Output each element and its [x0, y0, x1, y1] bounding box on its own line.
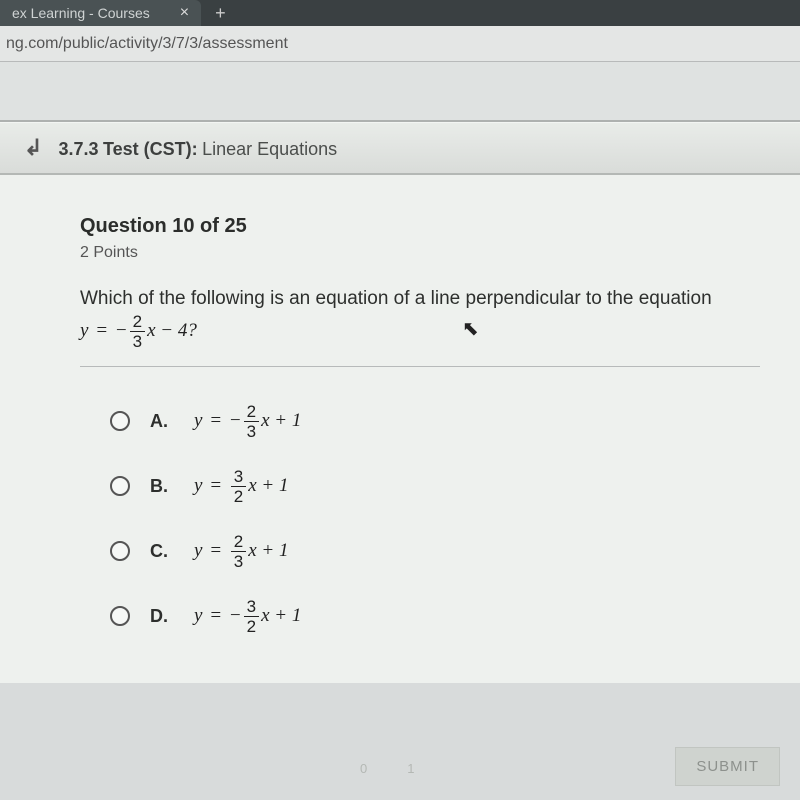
- option-letter: D.: [150, 606, 174, 627]
- browser-tab-bar: ex Learning - Courses × +: [0, 0, 800, 26]
- test-type: Test (CST):: [103, 139, 198, 159]
- option-equation: y = − 23 x + 1: [194, 403, 301, 440]
- question-number: Question 10 of 25: [80, 215, 760, 238]
- test-number: 3.7.3: [58, 139, 98, 159]
- test-topic: Linear Equations: [202, 139, 337, 159]
- radio-d[interactable]: [110, 606, 130, 626]
- option-letter: C.: [150, 541, 174, 562]
- option-letter: B.: [150, 476, 174, 497]
- tab-title: ex Learning - Courses: [12, 5, 150, 21]
- option-a[interactable]: A. y = − 23 x + 1: [110, 403, 760, 440]
- answer-options: A. y = − 23 x + 1 B. y = 32 x + 1 C. y =: [80, 403, 760, 635]
- browser-tab[interactable]: ex Learning - Courses ×: [0, 0, 201, 26]
- back-arrow-icon[interactable]: ↳: [24, 135, 42, 161]
- option-equation: y = 23 x + 1: [194, 533, 289, 570]
- option-d[interactable]: D. y = − 32 x + 1: [110, 598, 760, 635]
- option-b[interactable]: B. y = 32 x + 1: [110, 468, 760, 505]
- url-bar[interactable]: ng.com/public/activity/3/7/3/assessment: [0, 26, 800, 62]
- radio-c[interactable]: [110, 541, 130, 561]
- divider: [80, 366, 760, 367]
- url-text: ng.com/public/activity/3/7/3/assessment: [6, 35, 288, 53]
- radio-b[interactable]: [110, 476, 130, 496]
- option-equation: y = − 32 x + 1: [194, 598, 301, 635]
- test-header: ↳ 3.7.3 Test (CST): Linear Equations: [0, 122, 800, 175]
- prompt-text: Which of the following is an equation of…: [80, 286, 760, 313]
- option-letter: A.: [150, 411, 174, 432]
- radio-a[interactable]: [110, 411, 130, 431]
- option-c[interactable]: C. y = 23 x + 1: [110, 533, 760, 570]
- question-panel: Question 10 of 25 2 Points Which of the …: [0, 175, 800, 683]
- page-indicator: 01: [360, 761, 454, 776]
- question-points: 2 Points: [80, 244, 760, 262]
- toolbar-spacer: [0, 62, 800, 122]
- option-equation: y = 32 x + 1: [194, 468, 289, 505]
- question-prompt: Which of the following is an equation of…: [80, 286, 760, 350]
- close-icon[interactable]: ×: [180, 4, 189, 22]
- submit-button[interactable]: SUBMIT: [675, 747, 780, 786]
- given-equation: y = − 2 3 x − 4?: [80, 313, 760, 350]
- new-tab-button[interactable]: +: [201, 3, 240, 24]
